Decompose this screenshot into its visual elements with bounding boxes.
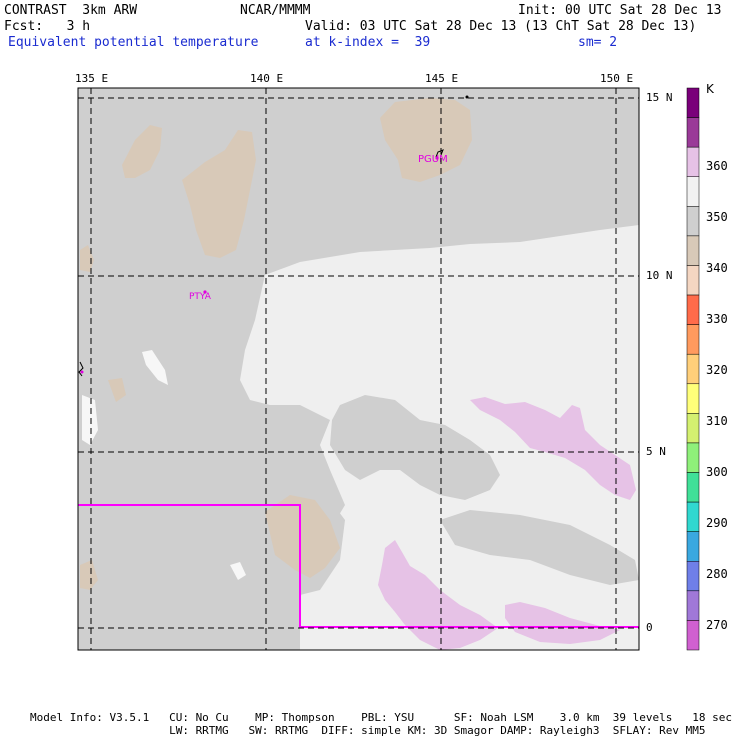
legend-label-310: 310: [706, 414, 728, 428]
plot-frame: [77, 87, 640, 651]
legend-label-290: 290: [706, 516, 728, 530]
contour-region-white-2: [142, 350, 168, 385]
contour-region-tan-2: [182, 130, 256, 258]
contour-region-purple-1: [470, 397, 636, 500]
contour-region-tan-6: [265, 495, 340, 578]
lat-label-5n: 5 N: [646, 445, 666, 458]
graticule: [78, 88, 639, 650]
station-marker-west: [80, 370, 84, 374]
lat-label-10n: 10 N: [646, 269, 673, 282]
legend-label-360: 360: [706, 159, 728, 173]
legend-swatch: [686, 176, 700, 207]
model-info-line1: Model Info: V3.5.1 CU: No Cu MP: Thompso…: [30, 711, 732, 724]
organization: NCAR/MMMM: [240, 3, 311, 18]
lat-label-15n: 15 N: [646, 91, 673, 104]
legend-label-270: 270: [706, 618, 728, 632]
contour-region-purple-2: [378, 540, 498, 650]
forecast-hour: Fcst: 3 h: [4, 19, 91, 34]
model-title: CONTRAST 3km ARW: [4, 3, 138, 18]
contour-region-tan-3: [380, 98, 472, 182]
legend-swatch: [686, 472, 700, 503]
legend-label-350: 350: [706, 210, 728, 224]
legend-swatch: [686, 442, 700, 473]
contour-region-purple-3: [505, 602, 620, 644]
lat-label-0: 0: [646, 621, 653, 634]
lon-label-145e: 145 E: [425, 72, 459, 85]
lon-label-135e: 135 E: [75, 72, 109, 85]
legend-colorbar: [686, 87, 700, 651]
legend-swatch: [686, 353, 700, 385]
station-marker-ptya: [203, 290, 207, 294]
island-dot: [465, 95, 469, 99]
lon-label-140e: 140 E: [250, 72, 284, 85]
legend-swatch: [686, 265, 700, 296]
contour-region-grey-1: [330, 395, 500, 500]
legend-swatch: [686, 590, 700, 621]
coastline-west: [78, 361, 84, 377]
contour-region-white-3: [230, 562, 246, 580]
legend-swatch: [686, 235, 700, 266]
smoothing: sm= 2: [578, 35, 618, 50]
legend-swatch: [686, 620, 700, 651]
legend-label-330: 330: [706, 312, 728, 326]
legend-swatch: [686, 87, 700, 118]
legend-swatch: [686, 146, 700, 177]
contour-region-white-1: [82, 395, 98, 445]
legend-swatch: [686, 413, 700, 444]
legend-swatch: [686, 324, 700, 355]
level-index: at k-index = 39: [305, 35, 431, 50]
legend-unit: K: [706, 82, 715, 96]
legend-swatch: [686, 561, 700, 592]
contour-region-tan-5: [108, 378, 126, 402]
contour-region-grey-2: [440, 510, 639, 585]
legend-label-280: 280: [706, 567, 728, 581]
lon-label-150e: 150 E: [600, 72, 634, 85]
init-time: Init: 00 UTC Sat 28 Dec 13: [518, 3, 722, 18]
legend-swatch: [686, 117, 700, 148]
subdomain-box: [78, 504, 639, 628]
legend-label-340: 340: [706, 261, 728, 275]
legend-swatch: [686, 206, 700, 237]
legend-label-300: 300: [706, 465, 728, 479]
station-label-pgum: PGUM: [418, 154, 448, 165]
model-info-line2: LW: RRTMG SW: RRTMG DIFF: simple KM: 3D …: [30, 724, 706, 737]
legend-swatch: [686, 501, 700, 532]
station-marker-pgum: [435, 156, 439, 160]
legend-swatch: [686, 383, 700, 414]
contour-region-tan-7: [80, 560, 98, 590]
legend-label-320: 320: [706, 363, 728, 377]
legend-swatch: [686, 531, 700, 562]
contour-region-tan-1: [122, 125, 162, 178]
valid-time: Valid: 03 UTC Sat 28 Dec 13 (13 ChT Sat …: [305, 19, 697, 34]
station-label-ptya: PTYA: [189, 292, 212, 302]
field-name: Equivalent potential temperature: [8, 35, 259, 50]
legend-swatch: [686, 294, 700, 325]
